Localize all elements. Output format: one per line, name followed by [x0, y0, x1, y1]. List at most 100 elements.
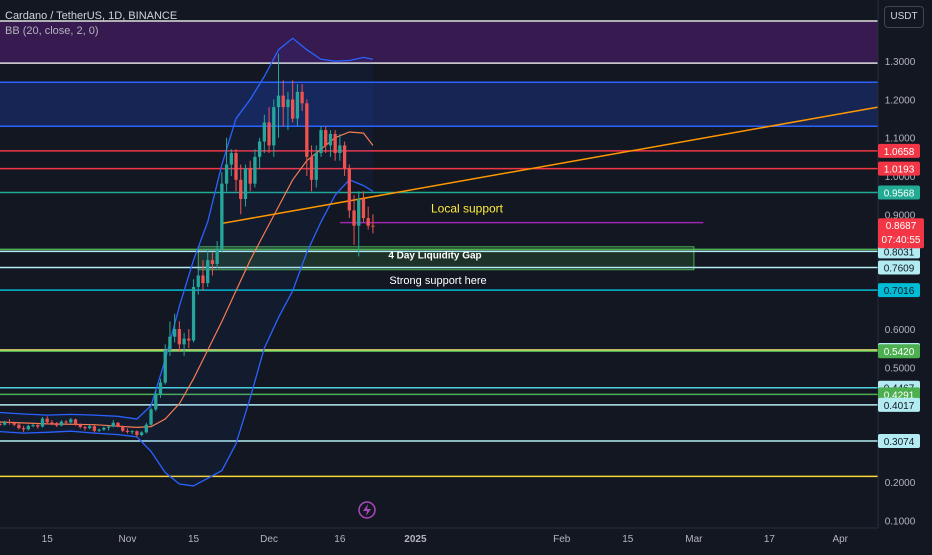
candle-body [319, 130, 323, 154]
candle-body [158, 382, 163, 395]
candle-body [130, 431, 134, 433]
candle-body [333, 133, 337, 154]
y-tick-label: 1.3000 [885, 57, 916, 68]
x-tick-label: 2025 [404, 534, 427, 545]
candle-body [50, 422, 54, 424]
candle-body [17, 424, 21, 429]
price-level-label: 0.8031 [884, 247, 915, 258]
price-level-label: 1.0193 [884, 165, 915, 176]
x-tick-label: Dec [260, 534, 278, 545]
bollinger-fill [0, 38, 373, 486]
candle-body [0, 423, 2, 425]
candle-body [106, 426, 111, 428]
candle-body [177, 329, 182, 345]
candle-body [276, 95, 281, 108]
price-level-label: 0.4017 [884, 401, 915, 412]
candle-body [97, 429, 101, 431]
x-tick-label: 15 [622, 534, 634, 545]
x-tick-label: Nov [119, 534, 137, 545]
candle-body [191, 286, 196, 341]
candle-body [234, 153, 238, 180]
price-level-label-bg [878, 161, 920, 176]
candle-body [26, 425, 30, 430]
candle-body [253, 156, 257, 184]
candle-body [163, 350, 167, 383]
price-level-label-bg [878, 283, 920, 298]
candle-body [40, 418, 45, 427]
candle-body [154, 394, 158, 410]
last-price-badge [878, 218, 924, 249]
candle-body [116, 422, 120, 427]
candle-body [111, 422, 115, 427]
candle-body [12, 422, 16, 425]
liquidity-gap [197, 246, 695, 271]
candle-body [305, 103, 309, 157]
candle-body [215, 248, 219, 264]
candle-body [239, 179, 243, 199]
candle-body [314, 153, 318, 180]
candle-body [187, 338, 191, 341]
candle-body [168, 336, 172, 351]
y-tick-label: 1.2000 [885, 95, 916, 106]
candle-body [144, 424, 148, 433]
symbol-title: Cardano / TetherUS, 1D, BINANCE [5, 10, 178, 22]
price-level-label: 0.3074 [884, 437, 915, 448]
candle-body [328, 133, 333, 146]
candle-body [291, 99, 295, 119]
candle-body [45, 418, 49, 423]
price-level-label: 0.5420 [884, 347, 915, 358]
candle-body [31, 425, 35, 427]
y-tick-label: 0.2000 [885, 478, 916, 489]
x-tick-label: 15 [188, 534, 200, 545]
candle-body [262, 122, 266, 142]
candle-body [357, 198, 361, 226]
replay-icon-bolt [363, 504, 371, 516]
candle-body [206, 260, 210, 284]
candle-body [300, 91, 304, 104]
price-level-label: 0.7609 [884, 263, 915, 274]
candle-body [54, 423, 59, 426]
candle-body [36, 425, 40, 427]
trendline[interactable] [221, 106, 879, 225]
price-level-label-bg [878, 260, 920, 275]
candle-body [149, 409, 153, 425]
countdown-label: 07:40:55 [882, 235, 921, 246]
price-level-label-bg [878, 344, 920, 359]
price-level-label-bg [878, 185, 920, 200]
candle-body [371, 225, 375, 227]
bollinger-upper-line [0, 37, 374, 420]
x-tick-label: 15 [42, 534, 54, 545]
price-level-label-bg [878, 397, 920, 412]
y-tick-label: 1.0000 [885, 172, 916, 183]
replay-icon-ring [358, 501, 376, 519]
price-level-label: 0.7016 [884, 286, 915, 297]
x-tick-label: Apr [832, 534, 848, 545]
price-axis[interactable] [878, 0, 932, 550]
candle-body [295, 91, 300, 119]
y-tick-label: 0.5000 [885, 363, 916, 374]
candle-body [243, 168, 248, 199]
indicator-legend[interactable]: BB (20, close, 2, 0) [5, 25, 99, 37]
candle-body [69, 419, 73, 423]
price-level-label: 0.4291 [884, 390, 915, 401]
candle-body [73, 419, 78, 425]
candle-body [286, 99, 290, 108]
price-level-label: 1.0658 [884, 147, 915, 158]
price-level-label-bg [878, 433, 920, 448]
liquidity-gap-label: 4 Day Liquidity Gap [388, 251, 481, 262]
candle-body [224, 164, 229, 184]
candle-body [121, 426, 125, 431]
candle-body [248, 168, 252, 184]
bollinger-lower-line [0, 179, 374, 487]
price-level-label: 0.9568 [884, 189, 915, 200]
candle-body [220, 183, 224, 249]
replay-icon[interactable] [358, 501, 376, 519]
candle-body [361, 198, 366, 219]
currency-button[interactable]: USDT [884, 6, 924, 28]
candle-body [125, 430, 130, 432]
candle-body [83, 426, 87, 429]
candle-body [342, 145, 347, 169]
candle-body [139, 432, 144, 436]
